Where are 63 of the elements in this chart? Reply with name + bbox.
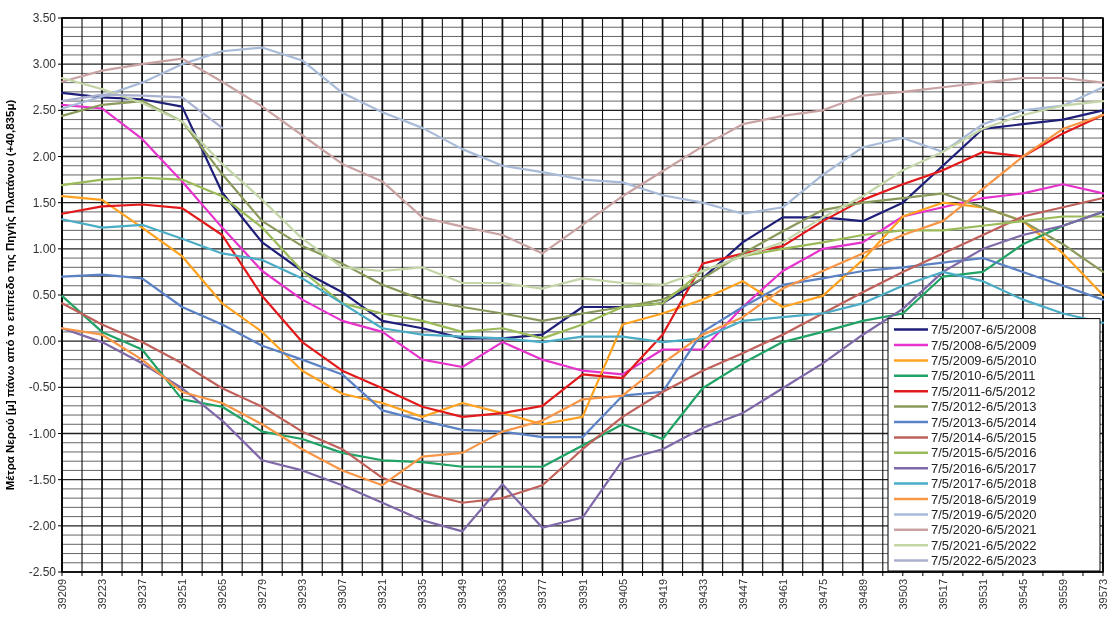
legend-label: 7/5/2011-6/5/2012	[931, 383, 1036, 399]
x-tick-label: 39293	[296, 579, 309, 610]
legend-label: 7/5/2014-6/5/2015	[931, 429, 1037, 445]
legend-label: 7/5/2017-6/5/2018	[931, 476, 1037, 492]
legend-label: 7/5/2019-6/5/2020	[931, 506, 1037, 522]
x-tick-label: 39349	[456, 579, 469, 610]
x-tick-label: 39237	[136, 579, 149, 610]
y-tick-label: 2.50	[32, 103, 57, 118]
line-series	[60, 57, 1105, 255]
legend-label: 7/5/2022-6/5/2023	[931, 553, 1037, 569]
x-tick-label: 39559	[1056, 579, 1069, 610]
x-tick-label: 39223	[96, 579, 109, 610]
x-tick-label: 39377	[536, 579, 549, 610]
x-tick-label: 39433	[696, 579, 709, 610]
y-tick-label: -2.00	[28, 518, 57, 533]
y-tick-label: -0.50	[28, 380, 57, 395]
y-axis-title: Μέτρα Νερού [μ] πάνω από το επίπεδο της Πηγής Πλατάνου (+40,835μ)	[4, 99, 17, 491]
x-tick-label: 39503	[896, 579, 909, 610]
x-tick-label: 39363	[496, 579, 509, 610]
y-tick-label: 1.00	[32, 241, 57, 256]
x-tick-label: 39461	[776, 579, 789, 610]
line-series	[60, 113, 1105, 487]
line-series	[60, 176, 1105, 340]
x-tick-label: 39391	[576, 579, 589, 610]
x-tick-label: 39517	[936, 579, 949, 610]
x-tick-label: 39265	[216, 579, 229, 610]
y-tick-label: 0.50	[32, 288, 57, 302]
line-series	[60, 46, 1105, 215]
y-tick-label: 3.00	[32, 57, 57, 72]
y-tick-label: -2.50	[28, 565, 57, 579]
x-tick-label: 39279	[256, 579, 269, 610]
x-tick-label: 39531	[976, 579, 989, 610]
legend-label: 7/5/2013-6/5/2014	[931, 414, 1037, 430]
y-tick-label: -1.50	[28, 472, 57, 487]
x-tick-label: 39405	[616, 579, 629, 610]
y-tick-label: 3.50	[32, 11, 57, 25]
legend-label: 7/5/2009-6/5/2010	[931, 352, 1037, 368]
legend-label: 7/5/2018-6/5/2019	[931, 491, 1037, 507]
y-tick-label: 1.50	[32, 195, 57, 210]
x-tick-label: 39335	[416, 579, 429, 610]
x-tick-label: 39573	[1097, 579, 1109, 610]
x-tick-label: 39489	[856, 579, 869, 610]
x-tick-label: 39321	[376, 579, 389, 610]
y-tick-label: -1.00	[28, 426, 57, 441]
x-tick-label: 39251	[176, 579, 189, 610]
x-tick-label: 39545	[1016, 579, 1029, 610]
legend-label: 7/5/2012-6/5/2013	[931, 399, 1037, 415]
x-tick-label: 39209	[56, 579, 68, 610]
legend-label: 7/5/2021-6/5/2022	[931, 537, 1037, 553]
legend-label: 7/5/2007-6/5/2008	[931, 322, 1037, 338]
x-tick-label: 39475	[816, 579, 829, 610]
y-tick-label: 2.00	[32, 149, 57, 164]
legend-label: 7/5/2015-6/5/2016	[931, 445, 1037, 461]
x-tick-label: 39419	[656, 579, 669, 610]
line-series	[60, 76, 1105, 290]
legend-label: 7/5/2008-6/5/2009	[931, 337, 1037, 353]
y-tick-label: 0.00	[32, 334, 57, 349]
line-series	[60, 195, 1105, 426]
x-tick-label: 39447	[736, 579, 749, 610]
x-tick-label: 39307	[336, 579, 349, 610]
legend-label: 7/5/2016-6/5/2017	[931, 460, 1037, 476]
legend-label: 7/5/2010-6/5/2011	[931, 368, 1036, 384]
legend-label: 7/5/2020-6/5/2021	[931, 522, 1037, 538]
